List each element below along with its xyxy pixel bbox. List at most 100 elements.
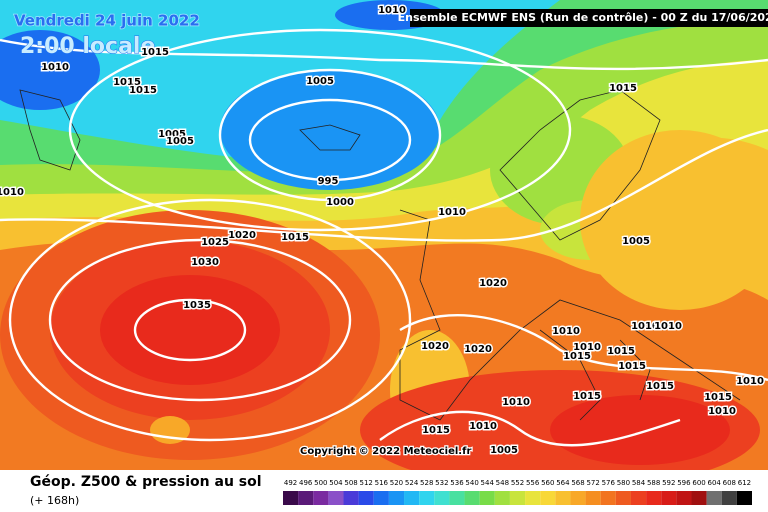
isobar-label: 1010 <box>469 421 497 432</box>
legend-value: 516 <box>375 479 389 487</box>
legend-swatch <box>585 491 601 505</box>
legend-swatch <box>646 491 662 505</box>
isobar-label: 1010 <box>438 207 466 218</box>
isobar-label: 1015 <box>422 425 450 436</box>
map-title: Vendredi 24 juin 2022 <box>14 12 200 30</box>
run-info: Ensemble ECMWF ENS (Run de contrôle) - 0… <box>398 11 768 24</box>
isobar-label: 1005 <box>622 236 650 247</box>
legend-value: 608 <box>723 479 736 487</box>
legend-swatch <box>676 491 692 505</box>
legend-value: 588 <box>647 479 660 487</box>
isobar-label: 1010 <box>552 326 580 337</box>
legend-swatch <box>343 491 359 505</box>
isobar-label: 1010 <box>502 397 530 408</box>
legend-swatch <box>721 491 737 505</box>
legend-swatch <box>540 491 556 505</box>
isobar-label: 1020 <box>479 278 507 289</box>
isobar-label: 995 <box>318 176 339 187</box>
legend-swatch <box>736 491 752 505</box>
isobar-label: 1010 <box>0 187 24 198</box>
legend-swatch <box>328 491 344 505</box>
isobar-label: 1005 <box>166 136 194 147</box>
isobar-label: 1010 <box>736 376 764 387</box>
isobar-label: 1000 <box>326 197 354 208</box>
legend-value: 580 <box>617 479 630 487</box>
legend-value: 592 <box>662 479 675 487</box>
legend-swatch <box>615 491 631 505</box>
legend-value: 508 <box>344 479 357 487</box>
legend-value: 544 <box>481 479 495 487</box>
isobar-label: 1035 <box>183 300 211 311</box>
legend-value: 568 <box>571 479 584 487</box>
legend-value: 524 <box>405 479 419 487</box>
legend-swatch <box>358 491 374 505</box>
legend-value: 584 <box>632 479 646 487</box>
legend-value: 604 <box>707 479 721 487</box>
isobar-label: 1020 <box>228 230 256 241</box>
isobar-label: 1020 <box>421 341 449 352</box>
legend-value: 564 <box>556 479 570 487</box>
legend-swatch <box>464 491 480 505</box>
isobar-label: 1015 <box>607 346 635 357</box>
isobar-label: 1015 <box>618 361 646 372</box>
legend-value: 536 <box>450 479 464 487</box>
legend-value: 520 <box>390 479 403 487</box>
legend-value: 612 <box>738 479 751 487</box>
isobar-label: 1025 <box>201 237 229 248</box>
isobar-label: 1010 <box>708 406 736 417</box>
legend-swatch <box>313 491 329 505</box>
legend-value: 500 <box>314 479 327 487</box>
isobar-label: 1015 <box>609 83 637 94</box>
legend-swatch <box>509 491 526 505</box>
legend-swatch <box>298 491 314 505</box>
legend-value: 560 <box>541 479 554 487</box>
isobar-label: 1010 <box>573 342 601 353</box>
legend-value: 548 <box>496 479 509 487</box>
isobar-label: 1010 <box>41 62 69 73</box>
legend-value: 556 <box>526 479 540 487</box>
isobar-label: 1015 <box>113 77 141 88</box>
legend-swatch <box>283 491 299 505</box>
legend-value: 540 <box>465 479 478 487</box>
isobar-label: 1030 <box>191 257 219 268</box>
isobar-label: 1010 <box>654 321 682 332</box>
legend-value: 504 <box>329 479 343 487</box>
legend-value: 532 <box>435 479 448 487</box>
isobar-label: 1015 <box>704 392 732 403</box>
legend-swatch <box>479 491 495 505</box>
legend-value: 496 <box>299 479 313 487</box>
legend-swatch <box>555 491 571 505</box>
legend-value: 512 <box>360 479 373 487</box>
isobar-label: 1015 <box>141 47 169 58</box>
legend-swatch <box>388 491 405 505</box>
legend-swatch <box>706 491 722 505</box>
legend-swatch <box>630 491 647 505</box>
isobar-label: 1005 <box>158 129 186 140</box>
isobar-label: 1015 <box>129 85 157 96</box>
legend-value: 528 <box>420 479 433 487</box>
legend-value: 552 <box>511 479 524 487</box>
legend-swatch <box>373 491 389 505</box>
legend-swatch <box>434 491 450 505</box>
legend-title: Géop. Z500 & pression au sol <box>30 474 262 490</box>
legend-swatch <box>419 491 435 505</box>
legend-swatch <box>449 491 465 505</box>
legend-swatch <box>525 491 541 505</box>
isobar-label: 1010 <box>631 321 659 332</box>
legend-value: 576 <box>602 479 616 487</box>
isobar-label: 1010 <box>378 5 406 16</box>
legend-swatch <box>661 491 677 505</box>
legend-value: 600 <box>692 479 705 487</box>
isobar-label: 1020 <box>464 344 492 355</box>
legend-value: 492 <box>284 479 297 487</box>
legend-subtitle: (+ 168h) <box>30 494 79 507</box>
isobar-label: 1005 <box>490 445 518 456</box>
isobar-label: 1015 <box>281 232 309 243</box>
legend-value: 596 <box>677 479 691 487</box>
legend-value: 572 <box>586 479 599 487</box>
header-box <box>410 9 768 27</box>
copyright: Copyright © 2022 Meteociel.fr <box>300 446 471 457</box>
legend-swatch <box>691 491 707 505</box>
